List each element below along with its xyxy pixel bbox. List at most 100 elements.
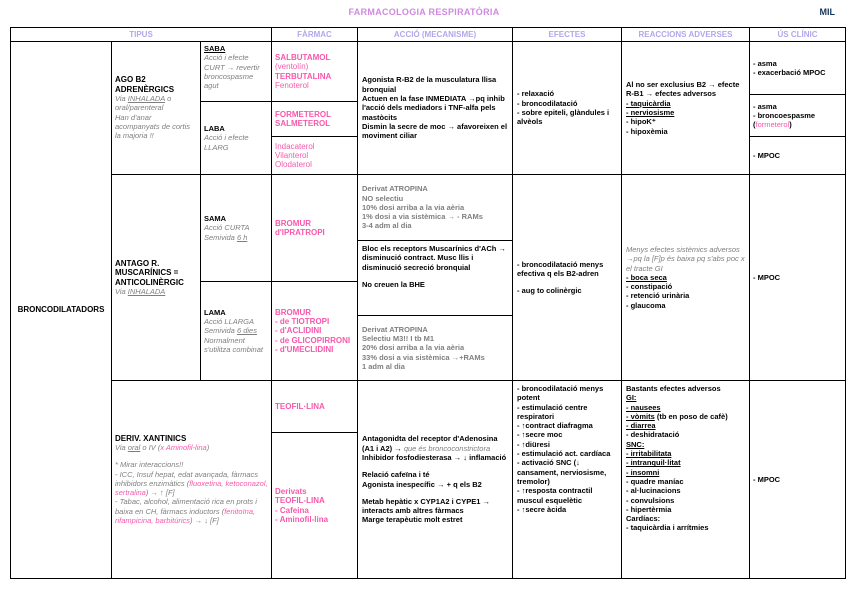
effect-item: - relaxació [517,89,555,99]
adverse-item: - insomni [626,467,660,477]
underlined-term: - vòmits [626,411,655,421]
r2-tipus-cell: ANTAGO R. MUSCARÍNICS = ANTICOLINÈRGIC V… [112,175,200,380]
r2-accio-main-cell: Bloc els receptors Muscarínics d'ACh → d… [358,241,512,315]
r1-via-line: Via INHALADA o oral/parenteral [115,94,172,113]
adverse-item: - diarrea [626,421,656,431]
adverse-intro: Menys efectes sistèmics adversos →pq la … [626,244,745,273]
column-header-efectes: EFECTES [513,28,621,41]
effect-item: - estimulació act. cardíaca [517,449,611,459]
adverse-intro: Bastants efectes adversos [626,384,721,393]
effect-item: - ↑resposta contractil muscul esquelètic [517,486,593,505]
r2-accio-lama-cell: Derivat ATROPINA Selectiu M3!! I tb M1 2… [358,316,512,380]
lama-halflife: Semivida 6 dies [204,326,257,336]
adverse-group: SNC: [626,439,645,449]
column-header-tipus: TIPUS [11,28,271,41]
r3-tipus-title: DERIV. XANTINICS [115,433,187,443]
drug-name: - de GLICOPIRRONI [275,335,351,345]
adverse-group: GI: [626,393,637,403]
adverse-item: - hipertèrmia [626,504,672,514]
r2-farmac-lama-cell: BROMUR - de TIOTROPI - d'ACLIDINI - de G… [272,282,357,380]
effect-item: - broncodilatació menys efectiva q els B… [517,259,604,278]
pink-term: fenitoïna, rifampicina, barbitúrics [115,506,256,526]
adverse-item: - hipoK⁺ [626,117,656,127]
drug-name: TERBUTALINA [275,71,332,81]
drug-name: Olodaterol [275,160,312,170]
r1-us-saba-cell: - asma - exacerbació MPOC [750,42,845,94]
r3-farmac-teofilina-cell: TEOFIL·LINA [272,381,357,432]
underlined-term: INHALADA [127,286,166,296]
r1-farmac-ultra-laba-cell: Indacaterol Vilanterol Olodaterol [272,137,357,174]
accio-line: 3-4 adm al dia [362,221,412,231]
underlined-term: 6 dies [236,326,257,336]
drug-name: SALBUTAMOL [275,52,331,62]
r2-reaccions-cell: Menys efectes sistèmics adversos →pq la … [622,175,749,380]
effect-item: - sobre epiteli, glàndules i alvèols [517,108,610,127]
r2-accio-sama-cell: Derivat ATROPINA NO selectiu 10% dosi ar… [358,175,512,240]
accio-line: Inhibidor fosfodiesterasa → ↓ inflamació [362,452,507,462]
accio-line: Derivat ATROPINA [362,184,428,194]
r1-efectes-cell: - relaxació - broncodilatació - sobre ep… [513,42,621,174]
adverse-item: - taquicàrdia i arrítmies [626,523,709,533]
accio-line: Actuen en la fase INMEDIATA →pq inhib l'… [362,94,505,122]
saba-desc: Acció i efecte CURT → revertir broncospa… [204,53,260,91]
r3-tipus-cell: DERIV. XANTINICS Via oral o IV (x Aminof… [112,381,271,578]
drug-name: - d'UMECLIDINI [275,344,334,354]
adverse-item: - irritabilitata [626,449,672,459]
adverse-item: - deshidratació [626,430,680,440]
adverse-intro: Al no ser exclusius B2 → efecte R-B1 → e… [626,80,740,99]
spacer [362,489,508,497]
adverse-item: - taquicàrdia [626,98,671,108]
accio-line: Derivat ATROPINA [362,324,428,334]
drug-name: Vilanterol [275,150,309,160]
r2-farmac-sama-cell: BROMUR d'IPRATROPI [272,175,357,281]
r3-reaccions-cell: Bastants efectes adversos GI: - nausees … [622,381,749,578]
clinical-use-item: (formeterol) [753,120,792,130]
drug-name: Indacaterol [275,141,315,151]
drug-name: TEOFIL·LINA [275,401,325,411]
laba-cell: LABA Acció i efecte LLARG [201,102,271,174]
column-header-us-clinic: ÚS CLÍNIC [750,28,845,41]
drug-name: - Cafeina [275,505,309,515]
r1-farmac-saba-cell: SALBUTAMOL (ventolín) TERBUTALINA Fenote… [272,42,357,101]
clinical-use-item: - exacerbació MPOC [753,68,826,77]
r2-us-cell: - MPOC [750,175,845,380]
r3-farmac-derivats-cell: Derivats TEOFIL-LINA - Cafeina - Aminofi… [272,433,357,578]
r3-efectes-cell: - broncodilatació menys potent - estimul… [513,381,621,578]
accio-line: 33% dosi a via sistèmica →+RAMs [362,352,485,362]
underlined-term: INHALADA [127,94,166,104]
spacer [362,462,508,470]
drug-name: Derivats [275,486,307,496]
clinical-use-item: - MPOC [753,474,781,484]
accio-line: Relació cafeïna i té [362,470,430,480]
drug-name: (ventolín) [275,62,309,72]
adverse-item: - al·lucinacions [626,486,681,496]
drug-name: FORMETEROL [275,109,331,119]
r1-farmac-laba-cell: FORMETEROL SALMETEROL [272,102,357,136]
effect-item: - activació SNC (↓ cansament, nerviosism… [517,458,607,486]
adverse-item: - hipoxèmia [626,126,668,136]
r1-accio-cell: Agonista R-B2 de la musculatura llisa br… [358,42,512,174]
r1-us-ultra-cell: - MPOC [750,137,845,174]
adverse-item: - nerviosisme [626,108,675,117]
clinical-use-item: - asma [753,101,777,111]
accio-line: Dismin la secre de moc → afavoreixen el … [362,121,508,141]
sama-desc: Acció CURTA [204,223,250,233]
page-badge: MIL [819,7,836,17]
drug-name: SALMETEROL [275,119,331,128]
drug-name: BROMUR [275,307,311,317]
adverse-item: - boca seca [626,272,667,282]
r3-us-cell: - MPOC [750,381,845,578]
r3-interaction-1: - ICC, Insuf hepat, edat avançada, fàrma… [115,469,268,498]
effect-item: - broncodilatació [517,98,578,108]
gray-note: que és broncoconstrictora [403,443,491,453]
drug-name: BROMUR [275,218,311,228]
r1-note: Han d'anar acompanyats de cortis la majo… [115,112,191,141]
adverse-item: - glaucoma [626,300,666,310]
saba-cell: SABA Acció i efecte CURT → revertir bron… [201,42,271,101]
drug-name: d'IPRATROPI [275,228,325,237]
adverse-item: - convulsions [626,495,675,505]
accio-line: Metab hepàtic x CYP1A2 i CYPE1 → interac… [362,496,490,516]
adverse-item: - intranquil·litat [626,458,681,468]
pink-term: formeterol [755,120,790,130]
adverse-group: Cardíacs: [626,514,661,524]
